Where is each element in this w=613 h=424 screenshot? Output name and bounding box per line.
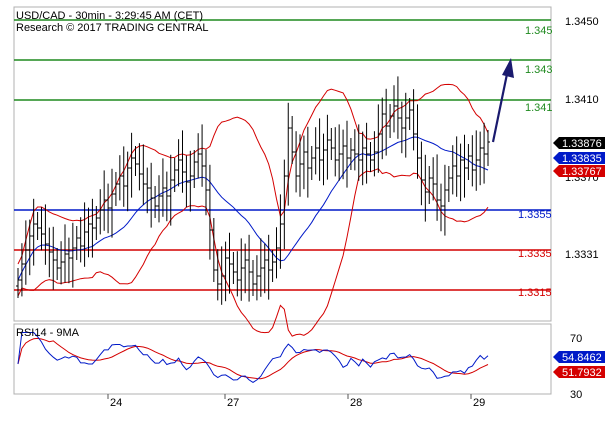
price-badge-last	[553, 137, 605, 149]
price-badge-bid-text: 1.33835	[562, 153, 602, 165]
level-label: 1.345	[525, 25, 553, 37]
forecast-arrow-head	[502, 58, 514, 78]
chart-title: USD/CAD - 30min - 3:29:45 AM (CET)	[16, 10, 203, 22]
rsi-badge-value-text: 54.8462	[562, 352, 602, 364]
rsi-label: RSI14 - 9MA	[16, 327, 80, 339]
moving-average-line	[17, 136, 489, 281]
bollinger-lower-band	[17, 168, 489, 337]
price-badge-low-text: 1.33767	[562, 166, 602, 178]
rsi-badge-value	[553, 351, 605, 363]
y-tick-label: 1.3410	[565, 94, 599, 106]
price-badge-low	[553, 165, 605, 177]
x-tick-label: 27	[227, 397, 239, 409]
y-tick-label: 1.3450	[565, 16, 599, 28]
x-tick-label: 28	[350, 397, 362, 409]
level-label: 1.3355	[518, 209, 552, 221]
rsi-panel	[13, 323, 552, 395]
rsi-y-tick-label: 30	[570, 389, 582, 401]
rsi-badge-ma	[553, 366, 605, 378]
rsi-badge-ma-text: 51.7932	[562, 367, 602, 379]
level-label: 1.341	[525, 102, 553, 114]
rsi-y-tick-label: 70	[570, 333, 582, 345]
level-label: 1.3315	[518, 287, 552, 299]
level-label: 1.343	[525, 64, 553, 76]
y-tick-label: 1.3331	[565, 249, 599, 261]
price-badge-last-text: 1.33876	[562, 138, 602, 150]
chart-subtitle: Research © 2017 TRADING CENTRAL	[16, 22, 209, 34]
price-badge-bid	[553, 152, 605, 164]
x-tick-label: 29	[473, 397, 485, 409]
forecast-arrow-shaft	[491, 73, 509, 143]
x-tick-label: 24	[110, 397, 122, 409]
price-panel	[13, 6, 552, 322]
rsi-line	[17, 332, 489, 383]
level-label: 1.3335	[518, 248, 552, 260]
